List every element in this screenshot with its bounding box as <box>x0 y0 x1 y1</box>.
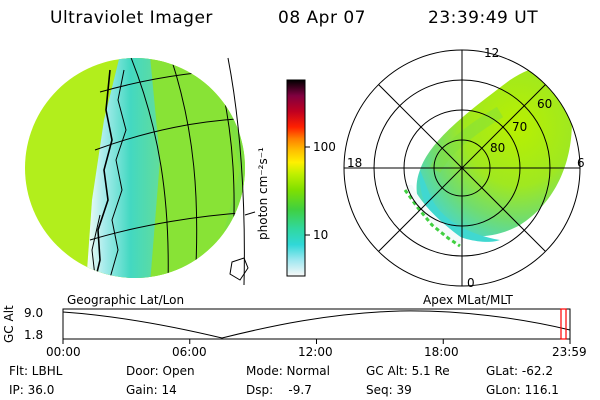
geographic-image <box>25 58 245 278</box>
geographic-caption: Geographic Lat/Lon <box>67 293 185 307</box>
time-tick-0600: 06:00 <box>172 345 207 359</box>
altitude-plot-frame <box>62 308 571 340</box>
small-landmass <box>229 257 249 281</box>
mlat-label-60: 60 <box>537 97 553 111</box>
status-filter: Flt: LBHL <box>9 364 63 378</box>
date-readout: 08 Apr 07 <box>278 8 366 28</box>
status-ip: IP: 36.0 <box>9 383 55 397</box>
status-door: Door: Open <box>126 364 195 378</box>
colorbar-unit-label: photon cm⁻²s⁻¹ <box>256 87 276 240</box>
mlat-label-80: 80 <box>490 141 506 155</box>
apex-caption: Apex MLat/MLT <box>423 293 513 307</box>
mlat-label-70: 70 <box>512 120 528 134</box>
current-time-marker <box>560 308 567 340</box>
mlt-label-6: 6 <box>577 156 585 170</box>
status-gain: Gain: 14 <box>126 383 177 397</box>
mlt-label-0: 0 <box>467 276 475 290</box>
status-seq: Seq: 39 <box>366 383 412 397</box>
time-tick-1200: 12:00 <box>298 345 333 359</box>
status-mode: Mode: Normal <box>246 364 330 378</box>
altitude-ylabel: GC Alt <box>2 305 16 343</box>
colorbar-unit-text: photon cm⁻²s⁻¹ <box>256 147 270 240</box>
time-readout: 23:39:49 UT <box>428 8 539 28</box>
colorbar <box>286 79 306 277</box>
app-title: Ultraviolet Imager <box>50 8 213 28</box>
time-tick-2359: 23:59 <box>552 345 587 359</box>
altitude-ytick-high: 9.0 <box>24 306 44 320</box>
mlt-label-18: 18 <box>347 156 363 170</box>
altitude-ytick-low: 1.8 <box>24 328 44 342</box>
altitude-curve <box>62 310 571 339</box>
status-glon: GLon: 116.1 <box>486 383 559 397</box>
colorbar-tick-10: 10 <box>313 228 329 242</box>
time-tick-0000: 00:00 <box>46 345 81 359</box>
status-dsp: Dsp: -9.7 <box>246 383 312 397</box>
polar-grid <box>343 49 581 287</box>
status-gc-alt: GC Alt: 5.1 Re <box>366 364 450 378</box>
time-tick-1800: 18:00 <box>424 345 459 359</box>
status-glat: GLat: -62.2 <box>486 364 553 378</box>
altitude-plot <box>62 308 571 344</box>
colorbar-tick-100: 100 <box>313 140 336 154</box>
mlt-label-12: 12 <box>484 46 500 60</box>
